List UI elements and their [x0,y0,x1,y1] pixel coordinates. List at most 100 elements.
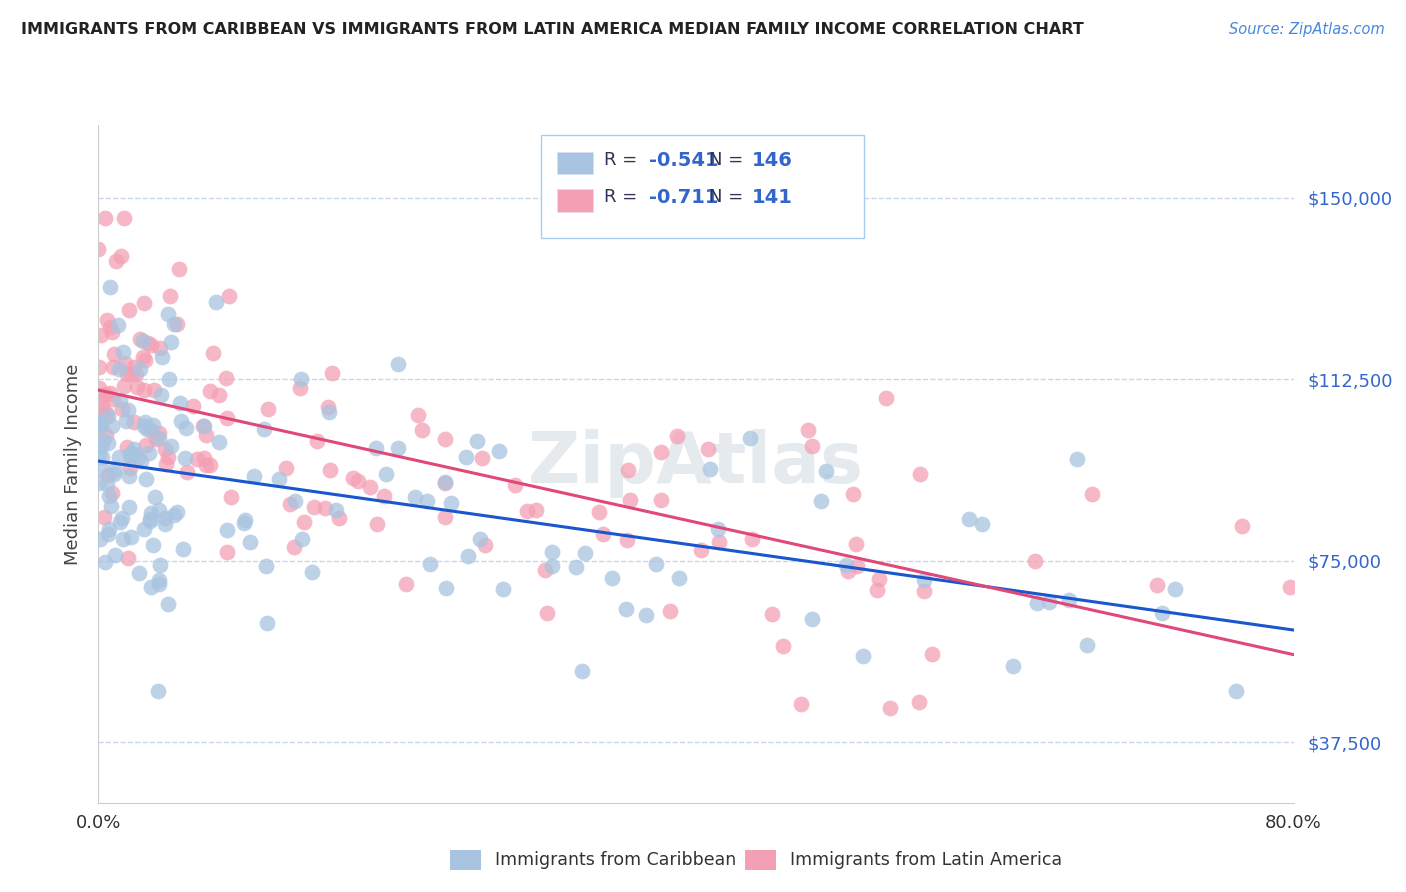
Point [146,684,169,698]
Point [112,211,135,225]
Point [434,582,457,596]
Point [614,601,637,615]
Point [120,461,142,475]
Point [845,537,868,551]
Point [318,400,340,414]
Point [218,289,240,303]
Point [194,458,217,473]
Point [592,526,614,541]
Point [797,423,820,437]
Point [439,496,461,510]
Point [111,510,134,524]
Point [163,317,186,331]
Point [404,490,426,504]
Point [908,467,931,482]
Point [419,557,441,571]
Point [970,516,993,531]
Point [195,427,218,442]
Point [108,392,131,407]
Point [644,557,666,571]
Point [166,505,188,519]
Point [173,450,195,465]
Point [408,408,430,422]
Point [153,442,176,456]
Point [619,493,641,508]
Point [114,356,136,370]
Point [138,445,160,459]
Point [149,341,172,355]
Point [395,576,418,591]
Point [217,410,239,425]
Point [359,480,381,494]
Point [284,494,307,508]
Point [89,420,111,434]
Point [1230,518,1253,533]
Point [132,334,155,349]
Point [387,357,409,371]
Point [139,506,162,520]
Point [142,384,165,398]
Text: R =: R = [605,188,643,206]
Point [134,419,156,434]
Point [516,504,538,518]
Point [122,442,145,457]
Point [145,432,167,446]
Point [252,422,274,436]
Point [108,361,131,376]
Text: N =: N = [710,151,749,169]
Text: Immigrants from Latin America: Immigrants from Latin America [790,851,1063,869]
Point [107,450,129,464]
Point [91,433,114,447]
Point [233,512,256,526]
Point [198,384,221,398]
Point [219,490,242,504]
Point [366,516,388,531]
Point [851,649,873,664]
Point [921,647,943,661]
Point [1225,684,1247,698]
Point [101,325,124,339]
Point [842,487,865,501]
Point [90,327,112,342]
Point [142,537,165,551]
Point [148,576,170,591]
Point [101,485,124,500]
Point [319,463,342,477]
Point [957,511,980,525]
Point [875,391,897,405]
Point [120,368,142,382]
Point [801,439,824,453]
Point [325,503,347,517]
Point [93,408,115,422]
Point [283,540,305,554]
Point [90,417,112,432]
Point [342,471,364,485]
Point [772,640,794,654]
Point [153,511,176,525]
Point [103,467,125,481]
Point [541,545,564,559]
Point [98,280,121,294]
Point [89,447,111,461]
Point [278,496,301,510]
Point [239,534,262,549]
Point [169,396,191,410]
Point [305,434,328,449]
Point [89,415,111,429]
Point [588,505,610,519]
Point [166,317,188,331]
Point [191,418,214,433]
Point [868,572,890,586]
Point [524,503,547,517]
Point [153,516,176,531]
Point [148,431,170,445]
Point [148,573,170,587]
Point [292,516,315,530]
Point [690,543,713,558]
Point [650,493,672,508]
Point [97,436,120,450]
Point [471,450,494,465]
Point [96,476,118,491]
Point [91,450,114,465]
Point [415,493,437,508]
